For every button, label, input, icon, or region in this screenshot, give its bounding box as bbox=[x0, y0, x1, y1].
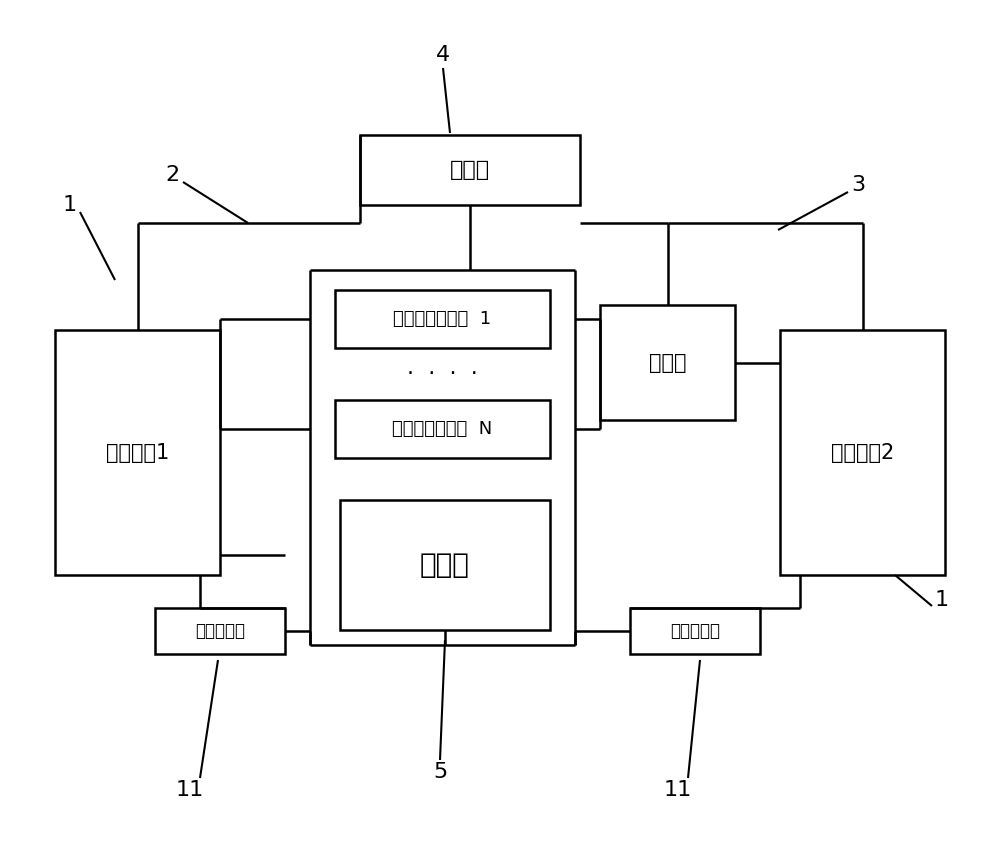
Bar bbox=[360, 135, 580, 205]
Text: ·  ·  ·  ·: · · · · bbox=[407, 364, 478, 384]
Text: 测试机台2: 测试机台2 bbox=[831, 442, 894, 463]
Text: 交换机: 交换机 bbox=[450, 160, 490, 180]
Bar bbox=[335, 290, 550, 348]
Text: 光开关: 光开关 bbox=[420, 551, 470, 579]
Bar bbox=[335, 400, 550, 458]
Text: 1: 1 bbox=[63, 195, 77, 215]
Text: 测试机台1: 测试机台1 bbox=[106, 442, 169, 463]
Bar bbox=[780, 330, 945, 575]
Text: 待测光模块: 待测光模块 bbox=[195, 622, 245, 640]
Text: 服务器: 服务器 bbox=[649, 352, 686, 373]
Bar bbox=[630, 608, 760, 654]
Text: 3: 3 bbox=[851, 175, 865, 195]
Text: 11: 11 bbox=[176, 780, 204, 800]
Bar bbox=[55, 330, 220, 575]
Bar bbox=[155, 608, 285, 654]
Text: 待测光模块: 待测光模块 bbox=[670, 622, 720, 640]
Text: 11: 11 bbox=[664, 780, 692, 800]
Text: 5: 5 bbox=[433, 762, 447, 782]
Text: 4: 4 bbox=[436, 45, 450, 65]
Text: 光模块测试仪器  N: 光模块测试仪器 N bbox=[392, 420, 493, 438]
Text: 光模块测试仪器  1: 光模块测试仪器 1 bbox=[393, 310, 492, 328]
Bar bbox=[600, 305, 735, 420]
Text: 1: 1 bbox=[935, 590, 949, 610]
Text: 2: 2 bbox=[165, 165, 179, 185]
Bar bbox=[340, 500, 550, 630]
